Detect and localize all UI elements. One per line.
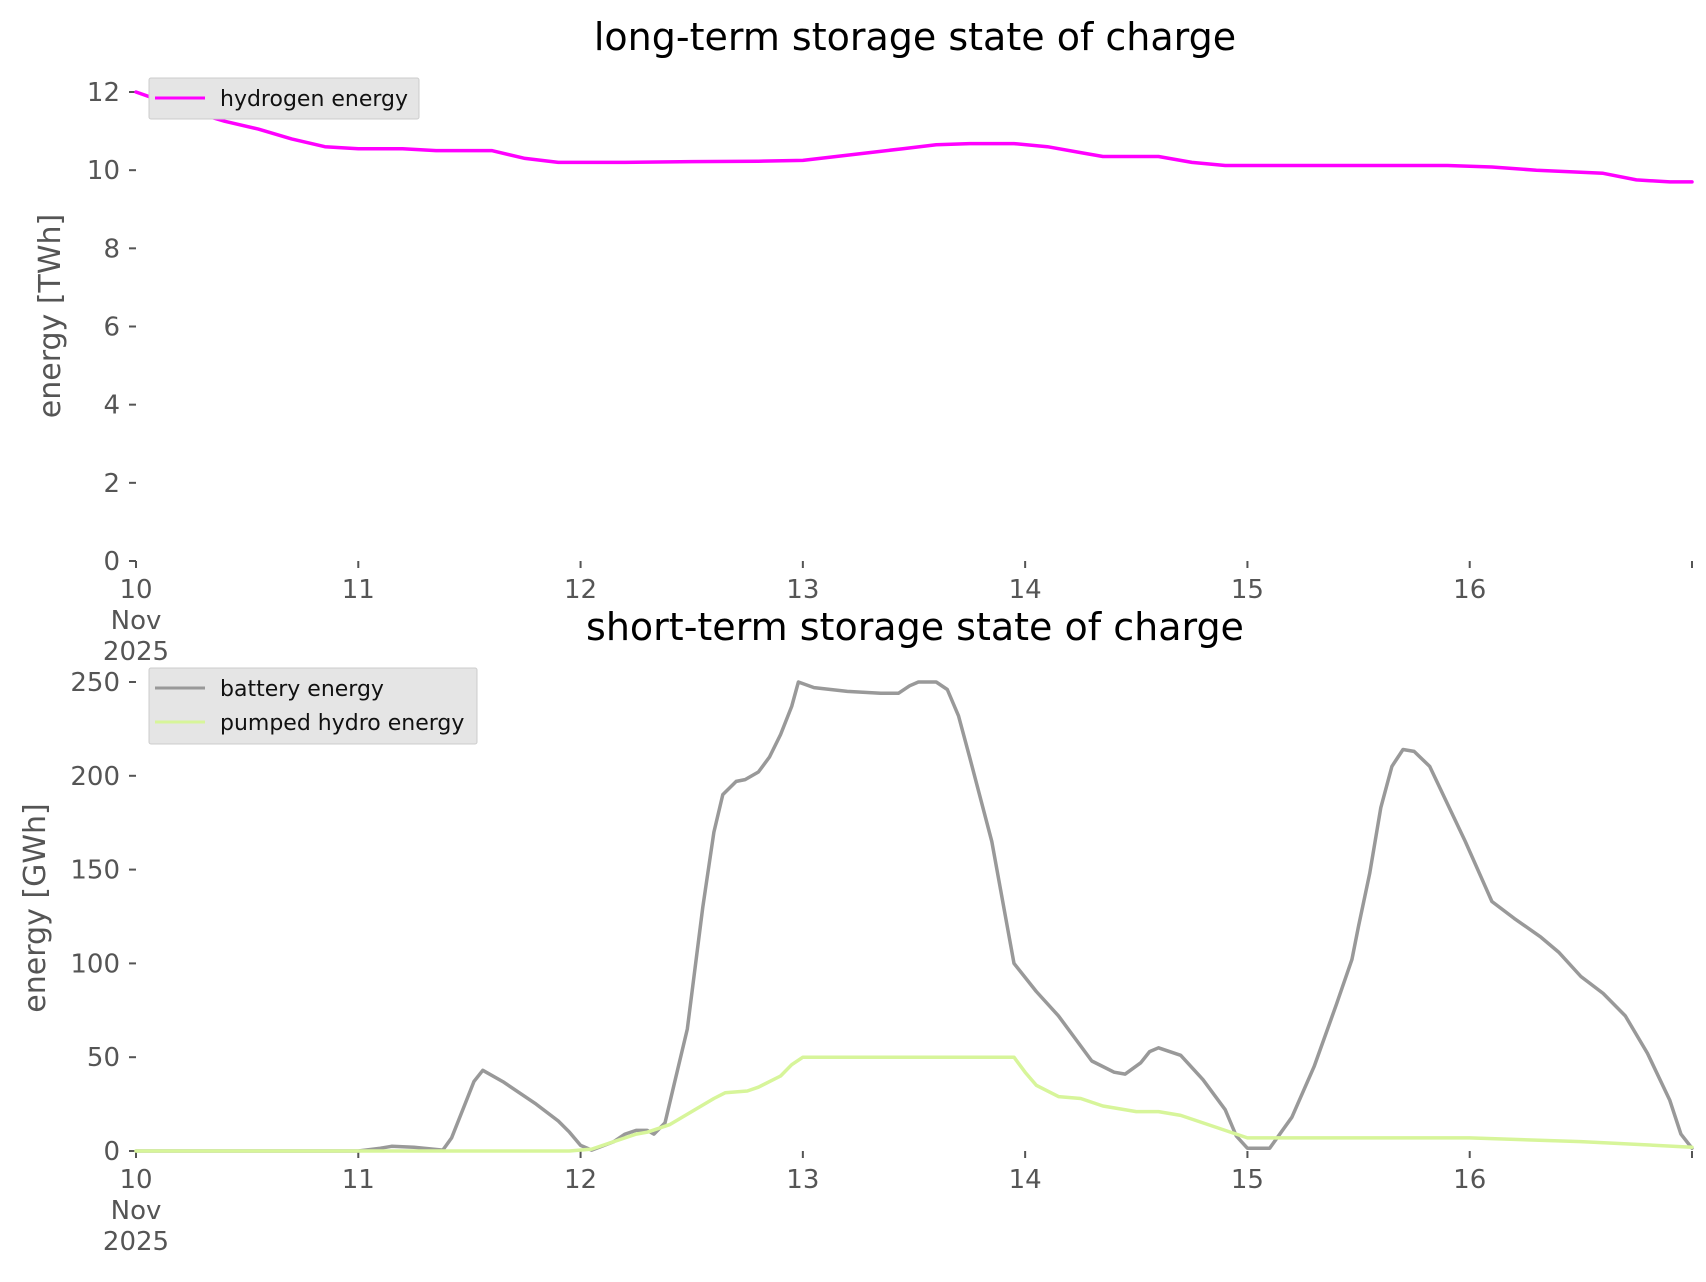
y-tick-label: 200 (70, 762, 120, 792)
x-tick-label: 13 (786, 1165, 819, 1195)
legend-label-battery-energy: battery energy (220, 677, 384, 702)
y-tick-label: 12 (87, 78, 120, 108)
x-tick-label: 12 (564, 575, 597, 605)
y-tick-label: 100 (70, 949, 120, 979)
legend-box (148, 667, 478, 745)
x-tick-label: Nov (111, 606, 162, 636)
chart-title: long-term storage state of charge (594, 15, 1236, 59)
x-tick-label: 12 (564, 1165, 597, 1195)
y-tick-label: 8 (103, 234, 120, 264)
long-term-storage-chart: long-term storage state of charge energy… (33, 15, 1694, 667)
x-tick-label: 15 (1231, 1165, 1264, 1195)
short-term-storage-chart: short-term storage state of charge energ… (18, 605, 1694, 1257)
x-tick-label: 11 (342, 575, 375, 605)
y-tick-label: 0 (103, 1137, 120, 1167)
y-tick-label: 6 (103, 313, 120, 343)
series-lines (134, 680, 1694, 1153)
legend-label-hydrogen-energy: hydrogen energy (220, 87, 408, 112)
legend: hydrogen energy (148, 77, 420, 120)
y-tick-label: 150 (70, 856, 120, 886)
legend: battery energy pumped hydro energy (148, 667, 478, 745)
x-tick-label: 11 (342, 1165, 375, 1195)
x-tick-label: 16 (1453, 575, 1486, 605)
y-axis-label: energy [TWh] (33, 214, 68, 418)
x-tick-label: 16 (1453, 1165, 1486, 1195)
series-line-hydrogen-energy (134, 90, 1694, 184)
x-tick-label: 2025 (103, 637, 169, 667)
y-tick-label: 2 (103, 469, 120, 499)
legend-box (148, 77, 420, 120)
series-lines (134, 90, 1694, 184)
x-tick-label: 14 (1009, 1165, 1042, 1195)
x-tick-label: 2025 (103, 1227, 169, 1257)
y-tick-label: 4 (103, 391, 120, 421)
y-tick-label: 250 (70, 668, 120, 698)
series-line-pumped-hydro-energy (134, 1055, 1694, 1153)
y-tick-label: 0 (103, 547, 120, 577)
legend-label-pumped-hydro-energy: pumped hydro energy (220, 711, 464, 736)
x-tick-label: 10 (119, 1165, 152, 1195)
x-tick-label: 15 (1231, 575, 1264, 605)
x-tick-label: Nov (111, 1196, 162, 1226)
y-tick-label: 10 (87, 156, 120, 186)
x-tick-label: 14 (1009, 575, 1042, 605)
y-axis-label: energy [GWh] (18, 803, 53, 1012)
chart-title: short-term storage state of charge (586, 605, 1244, 649)
x-tick-label: 13 (786, 575, 819, 605)
x-tick-label: 10 (119, 575, 152, 605)
series-line-battery-energy (134, 680, 1694, 1153)
y-tick-label: 50 (87, 1043, 120, 1073)
